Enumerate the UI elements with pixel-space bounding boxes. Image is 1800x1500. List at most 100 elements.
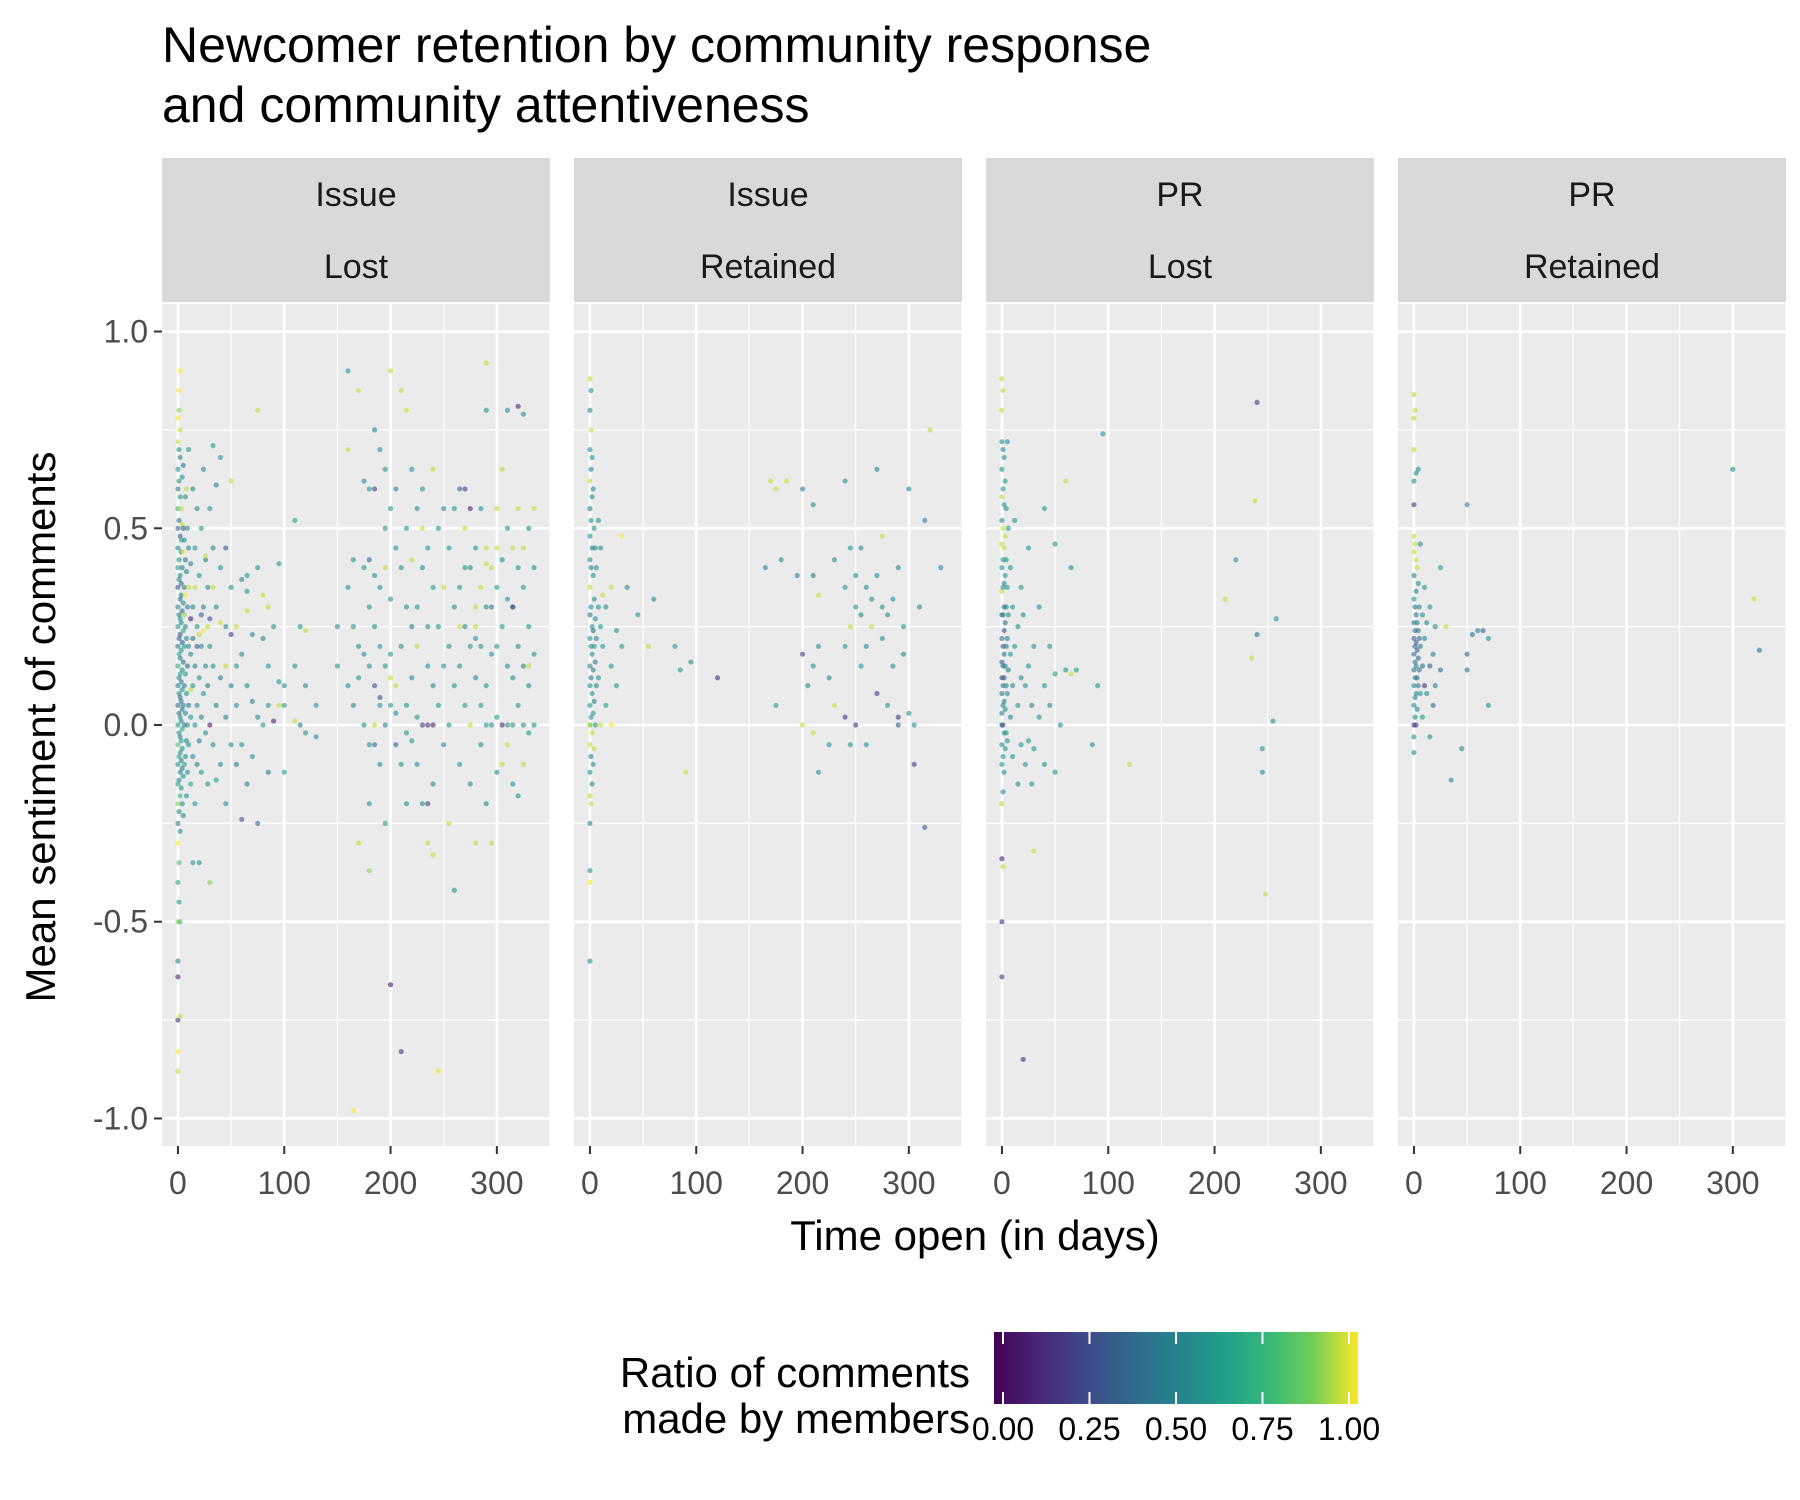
data-point [281,769,287,775]
data-point [366,663,372,669]
data-point [292,663,298,669]
data-point [414,505,420,512]
y-tick-label: -1.0 [93,1100,148,1136]
data-point [1273,616,1279,622]
data-point [180,659,186,665]
data-point [377,643,383,649]
data-point [595,604,602,610]
data-point [393,486,399,492]
data-point [1047,702,1053,708]
data-point [1015,702,1021,708]
data-point [190,860,196,866]
data-point [587,635,593,642]
data-point [531,505,537,512]
data-point [587,407,593,413]
data-point [200,627,207,634]
data-point [1259,769,1265,775]
data-point [1041,761,1048,767]
data-point [1018,584,1024,590]
data-point [499,466,505,472]
data-point [180,549,186,555]
data-point [1412,407,1418,413]
data-point [377,584,383,590]
data-point [526,683,532,689]
data-point [228,631,234,638]
data-point [624,584,630,590]
data-point [1002,620,1008,626]
data-point [180,773,186,779]
data-point [177,616,183,622]
data-point [175,643,181,649]
data-point [398,1048,404,1055]
data-point [207,505,213,512]
data-point [361,651,367,657]
data-point [451,887,457,893]
data-point [879,604,885,610]
data-point [217,675,224,681]
data-point [1233,557,1239,563]
data-point [1002,746,1008,752]
data-point [265,663,271,669]
data-point [805,683,811,689]
data-point [180,525,186,531]
data-point [884,612,891,618]
data-point [1416,667,1422,673]
data-point [591,746,597,752]
data-point [999,919,1005,925]
data-point [409,557,415,563]
data-point [176,557,182,563]
data-point [1459,746,1465,752]
data-point [853,722,859,728]
data-point [826,742,832,748]
data-point [1411,734,1417,740]
legend-title-line: made by members [622,1395,970,1442]
facet-panel: PR Lost 0 100 200 300 [986,158,1375,1201]
y-tick-label: 0.5 [104,510,148,546]
data-point [334,663,340,669]
data-point [911,761,917,767]
data-point [587,683,593,689]
data-point [1437,565,1444,571]
data-point [175,624,181,630]
panels-layer: Issue Lost 0 100 200 300 Issue Retained 0 100 200 3… [93,158,1787,1201]
data-point [403,702,410,708]
data-point [874,466,880,472]
data-point [190,635,196,642]
data-point [590,710,596,716]
data-point [869,624,875,630]
data-point [462,624,468,630]
data-point [387,675,394,681]
legend-tick-label: 0.50 [1145,1411,1207,1447]
data-point [810,572,816,579]
data-point [302,683,309,689]
data-point [483,545,489,551]
data-point [451,505,457,512]
legend-tick-label: 0.00 [972,1411,1034,1447]
data-point [595,517,602,524]
data-point [1413,722,1419,728]
data-point [906,486,912,492]
data-point [430,584,436,590]
data-point [1073,667,1079,673]
data-point [1427,734,1433,740]
data-point [1414,620,1420,626]
data-point [372,722,378,728]
data-point [425,545,431,551]
data-point [1411,446,1417,453]
data-point [1025,738,1032,744]
data-point [1029,702,1035,708]
data-point [588,565,594,571]
data-point [1003,604,1009,610]
point-group [1411,391,1763,783]
facet-panel: Issue Lost 0 100 200 300 [162,158,551,1201]
data-point [1419,612,1426,618]
data-point [207,643,213,649]
data-point [1413,588,1419,594]
data-point [999,494,1005,500]
y-tick-label: -0.5 [93,904,148,940]
data-point [403,525,410,531]
data-point [1413,663,1419,669]
data-point [1001,627,1007,634]
data-point [177,734,183,740]
data-point [265,769,271,775]
